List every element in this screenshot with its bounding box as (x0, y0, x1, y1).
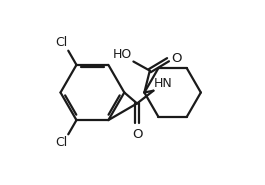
Text: O: O (171, 52, 181, 65)
Text: Cl: Cl (55, 136, 67, 149)
Text: O: O (132, 128, 142, 141)
Text: Cl: Cl (55, 36, 67, 49)
Text: HN: HN (153, 77, 172, 90)
Text: HO: HO (113, 48, 132, 61)
